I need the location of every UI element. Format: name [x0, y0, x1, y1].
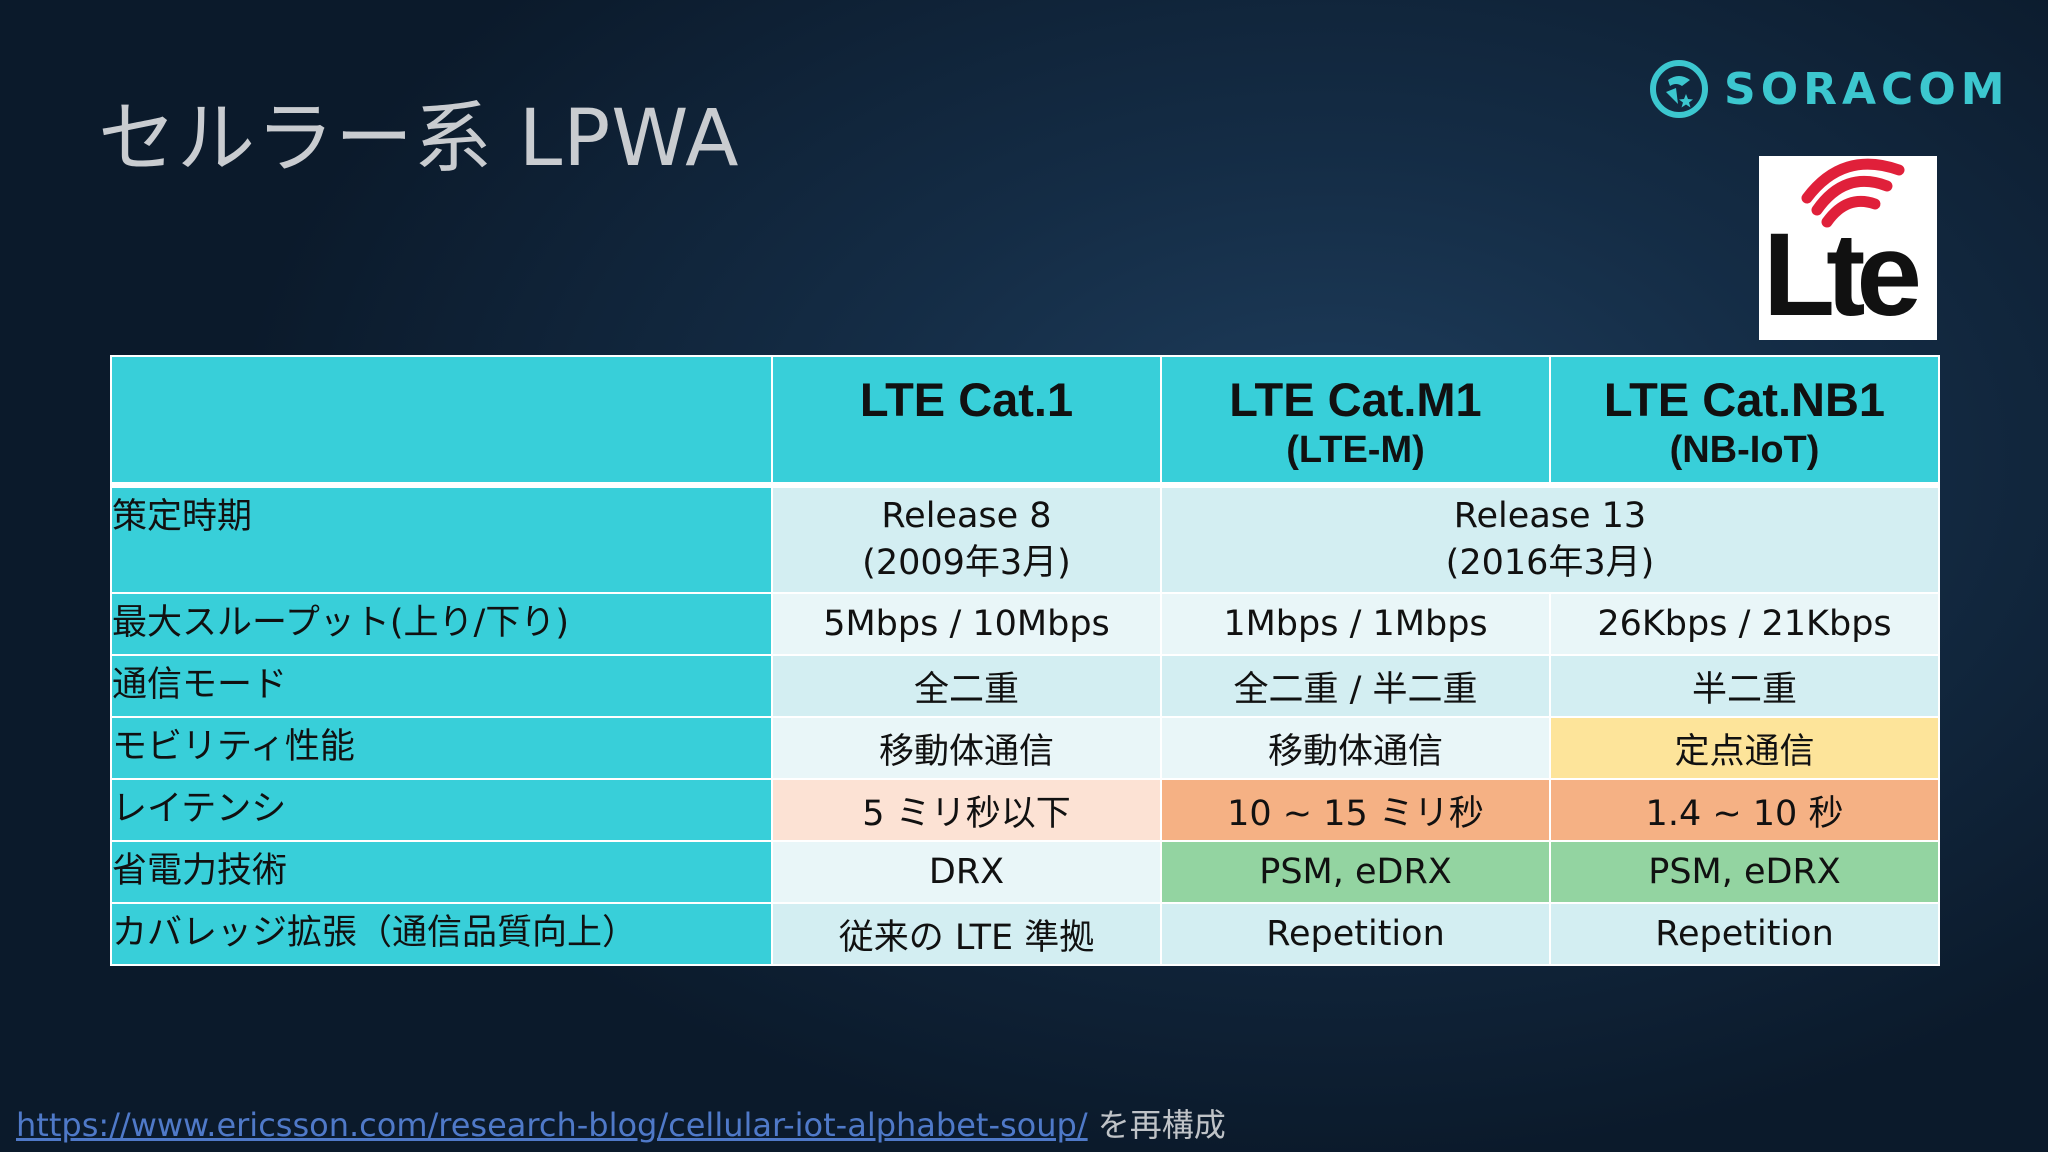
header-main: LTE Cat.NB1: [1603, 373, 1886, 426]
cell-nb1-latency: 1.4 ~ 10 秒: [1549, 778, 1940, 842]
header-empty-cell: [110, 355, 773, 488]
header-sub: (LTE-M): [1286, 429, 1425, 472]
row-label: 省電力技術: [110, 840, 773, 904]
soracom-logo: SORACOM: [1648, 56, 2010, 122]
row-label: 策定時期: [110, 484, 773, 594]
source-link[interactable]: https://www.ericsson.com/research-blog/c…: [16, 1106, 1088, 1144]
lpwa-comparison-table: LTE Cat.1 LTE Cat.M1 (LTE-M) LTE Cat.NB1…: [110, 355, 1940, 966]
cell-m1-throughput: 1Mbps / 1Mbps: [1160, 592, 1551, 656]
header-main: LTE Cat.1: [859, 373, 1074, 426]
cell-cat1-latency: 5 ミリ秒以下: [771, 778, 1162, 842]
source-footer: https://www.ericsson.com/research-blog/c…: [16, 1100, 1226, 1146]
cell-nb1-throughput: 26Kbps / 21Kbps: [1549, 592, 1940, 656]
release-version: Release 8: [881, 495, 1052, 536]
signal-waves-icon: [1801, 158, 1905, 228]
row-label: 通信モード: [110, 654, 773, 718]
row-label: モビリティ性能: [110, 716, 773, 780]
cell-m1-duplex: 全二重 / 半二重: [1160, 654, 1551, 718]
header-lte-cat-nb1: LTE Cat.NB1 (NB-IoT): [1549, 355, 1940, 488]
cell-cat1-duplex: 全二重: [771, 654, 1162, 718]
release-date: (2009年3月): [862, 543, 1071, 583]
cell-cat1-release: Release 8 (2009年3月): [771, 484, 1162, 594]
table-row-throughput: 最大スループット(上り/下り) 5Mbps / 10Mbps 1Mbps / 1…: [110, 592, 1940, 656]
lte-logo-text: Lte: [1763, 209, 1922, 340]
table-row-mobility: モビリティ性能 移動体通信 移動体通信 定点通信: [110, 716, 1940, 780]
row-label: カバレッジ拡張（通信品質向上）: [110, 902, 773, 966]
soracom-logo-text: SORACOM: [1724, 63, 2010, 115]
table-row-latency: レイテンシ 5 ミリ秒以下 10 ~ 15 ミリ秒 1.4 ~ 10 秒: [110, 778, 1940, 842]
row-label: 最大スループット(上り/下り): [110, 592, 773, 656]
release-version: Release 13: [1453, 495, 1647, 536]
cell-cat1-throughput: 5Mbps / 10Mbps: [771, 592, 1162, 656]
lte-logo: Lte: [1759, 156, 1937, 340]
cell-cat1-coverage: 従来の LTE 準拠: [771, 902, 1162, 966]
cell-m1-latency: 10 ~ 15 ミリ秒: [1160, 778, 1551, 842]
source-suffix: を再構成: [1087, 1106, 1226, 1144]
table-header-row: LTE Cat.1 LTE Cat.M1 (LTE-M) LTE Cat.NB1…: [110, 355, 1940, 488]
release-date: (2016年3月): [1445, 543, 1655, 583]
row-label: レイテンシ: [110, 778, 773, 842]
table-row-coverage: カバレッジ拡張（通信品質向上） 従来の LTE 準拠 Repetition Re…: [110, 902, 1940, 966]
cell-nb1-coverage: Repetition: [1549, 902, 1940, 966]
table-row-power-saving: 省電力技術 DRX PSM, eDRX PSM, eDRX: [110, 840, 1940, 904]
cell-nb1-power: PSM, eDRX: [1549, 840, 1940, 904]
soracom-logo-icon: [1650, 60, 1708, 118]
cell-nb1-mobility: 定点通信: [1549, 716, 1940, 780]
table-row-duplex: 通信モード 全二重 全二重 / 半二重 半二重: [110, 654, 1940, 718]
header-sub: (NB-IoT): [1669, 429, 1820, 472]
cell-m1-power: PSM, eDRX: [1160, 840, 1551, 904]
cell-m1-mobility: 移動体通信: [1160, 716, 1551, 780]
cell-nb1-duplex: 半二重: [1549, 654, 1940, 718]
cell-m1-nb1-release: Release 13 (2016年3月): [1160, 484, 1940, 594]
header-lte-cat-m1: LTE Cat.M1 (LTE-M): [1160, 355, 1551, 488]
cell-cat1-mobility: 移動体通信: [771, 716, 1162, 780]
header-main: LTE Cat.M1: [1229, 373, 1482, 426]
cell-m1-coverage: Repetition: [1160, 902, 1551, 966]
slide-title: セルラー系 LPWA: [98, 94, 740, 184]
cell-cat1-power: DRX: [771, 840, 1162, 904]
table-row-release: 策定時期 Release 8 (2009年3月) Release 13 (201…: [110, 484, 1940, 594]
header-lte-cat1: LTE Cat.1: [771, 355, 1162, 488]
